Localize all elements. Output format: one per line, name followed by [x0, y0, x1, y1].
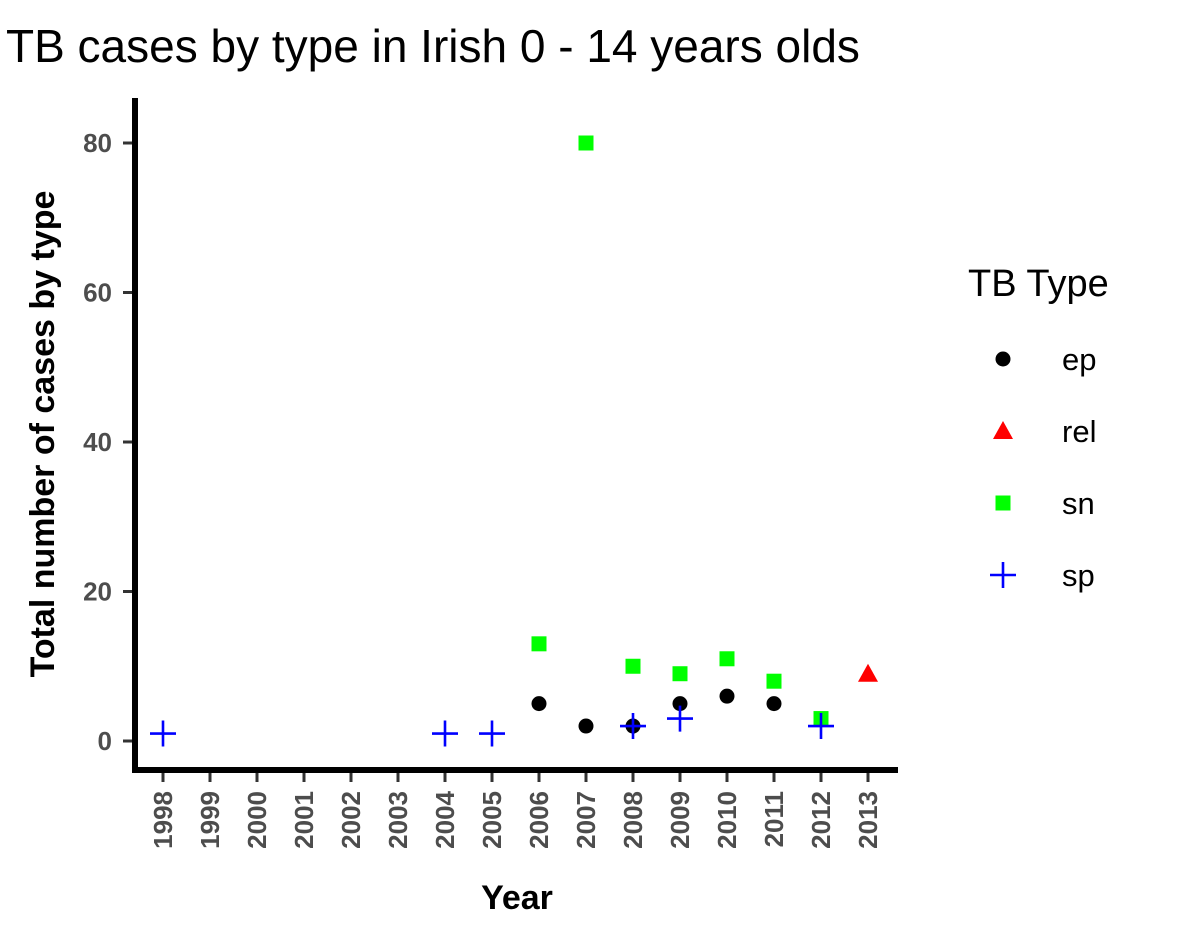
- x-tick-label: 2013: [853, 791, 883, 849]
- point-sp: [479, 720, 505, 747]
- x-tick-label: 2010: [712, 791, 742, 849]
- point-sn: [578, 135, 594, 151]
- point-ep: [531, 696, 547, 712]
- point-sn: [672, 666, 688, 682]
- y-tick-label: 0: [98, 726, 112, 756]
- plot-area: [132, 98, 898, 773]
- y-tick-label: 20: [83, 577, 112, 607]
- point-ep: [578, 718, 594, 734]
- x-tick-label: 2003: [383, 791, 413, 849]
- x-tick-label: 1998: [148, 791, 178, 849]
- point-sp: [432, 720, 458, 747]
- x-axis-label: Year: [481, 879, 553, 917]
- x-tick-label: 2005: [477, 791, 507, 849]
- point-ep: [766, 696, 782, 712]
- legend: TB Type ep rel sn sp: [968, 263, 1109, 593]
- y-tick-label: 80: [83, 128, 112, 158]
- point-sn: [766, 673, 782, 689]
- point-ep: [719, 688, 735, 704]
- y-tick-label: 40: [83, 427, 112, 457]
- x-tick-label: 2006: [524, 791, 554, 849]
- x-tick-label: 2008: [618, 791, 648, 849]
- legend-key-sp: [990, 562, 1016, 588]
- point-sn: [625, 658, 641, 674]
- x-axis-ticks: 1998 1999 2000 2001 2002 2003 2004 2005 2006 2007…: [148, 773, 883, 849]
- x-tick-label: 2011: [759, 791, 789, 847]
- legend-key-rel: [993, 421, 1013, 439]
- x-tick-label: 2007: [571, 791, 601, 849]
- y-axis-label: Total number of cases by type: [24, 191, 62, 678]
- x-tick-label: 2012: [806, 791, 836, 849]
- x-tick-label: 2001: [289, 791, 319, 849]
- point-sn: [531, 636, 547, 652]
- x-tick-label: 1999: [195, 791, 225, 849]
- x-tick-label: 2000: [242, 791, 272, 849]
- data-points: [150, 135, 878, 747]
- point-sn: [719, 651, 735, 667]
- legend-label-sp: sp: [1062, 558, 1095, 593]
- legend-label-rel: rel: [1062, 414, 1096, 449]
- chart-title: TB cases by type in Irish 0 - 14 years o…: [6, 20, 860, 72]
- point-ep: [672, 696, 688, 712]
- x-tick-label: 2004: [430, 790, 460, 848]
- legend-key-ep: [995, 351, 1011, 367]
- y-tick-label: 60: [83, 278, 112, 308]
- legend-title: TB Type: [968, 263, 1109, 305]
- legend-label-ep: ep: [1062, 342, 1096, 377]
- point-rel: [858, 663, 878, 682]
- x-tick-label: 2002: [336, 791, 366, 849]
- point-sp: [808, 713, 834, 740]
- x-tick-label: 2009: [665, 791, 695, 849]
- legend-key-sn: [995, 495, 1011, 511]
- y-axis-ticks: 0 20 40 60 80: [83, 128, 132, 756]
- point-sp: [667, 705, 693, 732]
- point-sp: [150, 720, 176, 747]
- legend-label-sn: sn: [1062, 486, 1095, 521]
- point-sp: [620, 713, 646, 740]
